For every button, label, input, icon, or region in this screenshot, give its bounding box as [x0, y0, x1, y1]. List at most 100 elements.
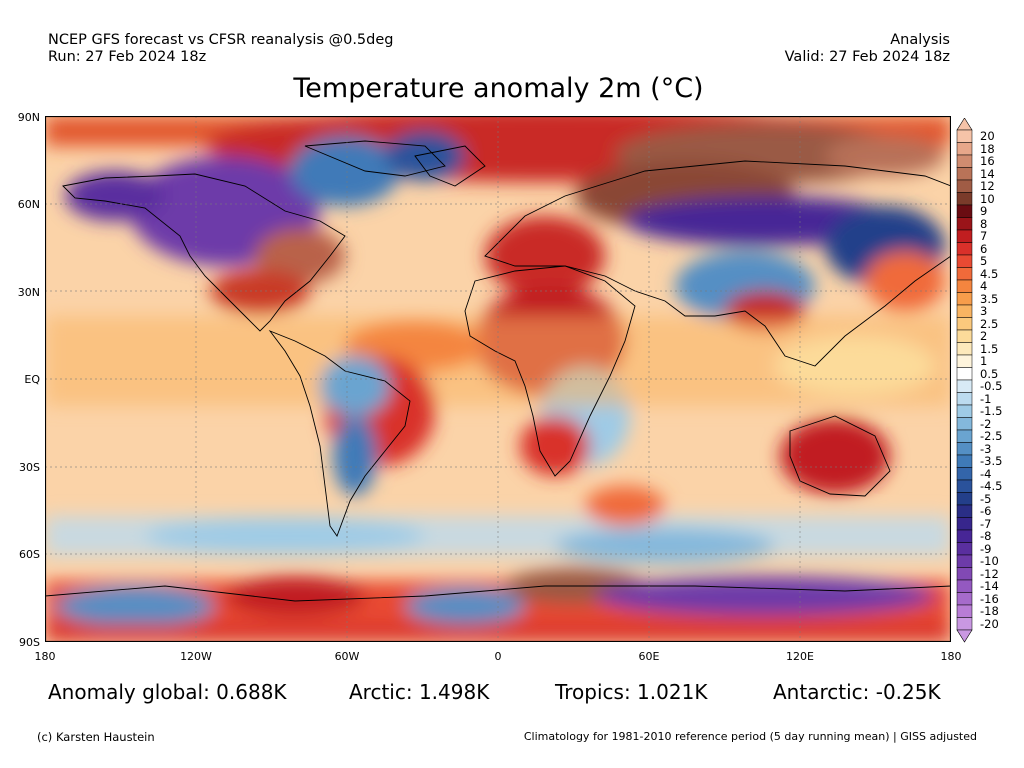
colorbar-tick-label: -4 [980, 466, 992, 481]
lon-label: 120E [786, 650, 814, 663]
colorbar-tick-label: -1 [980, 391, 992, 406]
colorbar-swatch [956, 479, 973, 493]
colorbar-swatch [956, 467, 973, 481]
colorbar-swatch [956, 304, 973, 318]
colorbar-swatches [956, 118, 973, 643]
colorbar-tick-label: -3.5 [980, 454, 1003, 469]
colorbar-swatch [956, 554, 973, 568]
colorbar-tick-label: 20 [980, 129, 995, 144]
lat-label: 90S [19, 636, 40, 649]
colorbar-max-arrow [956, 118, 973, 131]
colorbar-swatch [956, 204, 973, 218]
colorbar-swatch [956, 454, 973, 468]
footer-note: Climatology for 1981-2010 reference peri… [523, 730, 977, 743]
map-frame [45, 116, 951, 642]
colorbar-tick-label: 16 [980, 154, 995, 169]
colorbar-swatch [956, 567, 973, 581]
colorbar-tick-label: -2.5 [980, 429, 1003, 444]
colorbar-swatch [956, 579, 973, 593]
colorbar: 20 18 16 14 12 10 9 8 7 6 5 4.5 4 3.5 3 2.5 2 1.5 1 0.5 -0.5… [956, 118, 1022, 644]
colorbar-tick-label: -18 [980, 604, 999, 619]
lat-label: 30S [19, 461, 40, 474]
colorbar-tick-label: -1.5 [980, 404, 1003, 419]
colorbar-tick-label: -6 [980, 504, 992, 519]
stat-arctic: Arctic: 1.498K [349, 680, 490, 704]
colorbar-swatch [956, 329, 973, 343]
lon-label: 0 [494, 650, 502, 663]
colorbar-tick-label: -0.5 [980, 379, 1003, 394]
colorbar-tick-label: 10 [980, 191, 995, 206]
lat-label: 60S [19, 548, 40, 561]
lon-label: 180 [940, 650, 962, 663]
anomaly-map [45, 116, 951, 642]
colorbar-tick-label: 3 [980, 304, 988, 319]
colorbar-swatch [956, 379, 973, 393]
colorbar-tick-label: 14 [980, 166, 995, 181]
lon-label: 60E [638, 650, 660, 663]
colorbar-tick-label: 6 [980, 241, 988, 256]
header-valid-line: Valid: 27 Feb 2024 18z [784, 49, 950, 65]
colorbar-tick-label: 1.5 [980, 341, 999, 356]
colorbar-swatch [956, 429, 973, 443]
colorbar-tick-label: -5 [980, 491, 992, 506]
colorbar-swatch [956, 342, 973, 356]
colorbar-swatch [956, 504, 973, 518]
colorbar-swatch [956, 279, 973, 293]
colorbar-tick-label: -10 [980, 554, 999, 569]
colorbar-tick-label: 18 [980, 141, 995, 156]
colorbar-tick-label: -7 [980, 516, 992, 531]
colorbar-tick-label: 9 [980, 204, 988, 219]
colorbar-tick-label: -3 [980, 441, 992, 456]
lat-label: EQ [24, 373, 40, 386]
colorbar-tick-label: -14 [980, 579, 999, 594]
page-title: Temperature anomaly 2m (°C) [293, 73, 704, 104]
colorbar-swatch [956, 129, 973, 143]
colorbar-swatch [956, 317, 973, 331]
colorbar-swatch [956, 604, 973, 618]
colorbar-tick-label: 2 [980, 329, 988, 344]
colorbar-swatch [956, 192, 973, 206]
colorbar-swatch [956, 417, 973, 431]
colorbar-tick-label: -4.5 [980, 479, 1003, 494]
colorbar-tick-label: 4 [980, 279, 988, 294]
colorbar-swatch [956, 217, 973, 231]
colorbar-swatch [956, 592, 973, 606]
colorbar-swatch [956, 154, 973, 168]
graticule [45, 116, 951, 642]
colorbar-tick-label: -2 [980, 416, 992, 431]
colorbar-swatch [956, 617, 973, 631]
lon-label: 120W [180, 650, 212, 663]
colorbar-swatch [956, 542, 973, 556]
coastlines [45, 140, 951, 602]
colorbar-swatch [956, 229, 973, 243]
colorbar-swatch [956, 242, 973, 256]
colorbar-swatch [956, 492, 973, 506]
colorbar-swatch [956, 292, 973, 306]
colorbar-swatch [956, 529, 973, 543]
colorbar-tick-label: 4.5 [980, 266, 999, 281]
colorbar-swatch [956, 404, 973, 418]
colorbar-tick-label: 1 [980, 354, 988, 369]
colorbar-swatch [956, 142, 973, 156]
colorbar-tick-label: -9 [980, 541, 992, 556]
colorbar-swatch [956, 367, 973, 381]
colorbar-swatch [956, 442, 973, 456]
colorbar-tick-label: 7 [980, 229, 988, 244]
colorbar-swatch [956, 254, 973, 268]
colorbar-tick-label: -12 [980, 566, 999, 581]
colorbar-tick-label: 5 [980, 254, 988, 269]
lon-label: 60W [334, 650, 360, 663]
colorbar-swatch [956, 392, 973, 406]
header-model-line: NCEP GFS forecast vs CFSR reanalysis @0.… [48, 32, 394, 48]
lon-label: 180 [34, 650, 56, 663]
colorbar-tick-label: 3.5 [980, 291, 999, 306]
header-analysis-line: Analysis [890, 32, 950, 48]
colorbar-tick-label: 12 [980, 179, 995, 194]
footer-credit: (c) Karsten Haustein [37, 730, 155, 744]
colorbar-tick-label: 2.5 [980, 316, 999, 331]
lat-label: 90N [17, 111, 40, 124]
lat-label: 30N [17, 286, 40, 299]
colorbar-tick-label: 0.5 [980, 366, 999, 381]
colorbar-swatch [956, 517, 973, 531]
colorbar-swatch [956, 267, 973, 281]
